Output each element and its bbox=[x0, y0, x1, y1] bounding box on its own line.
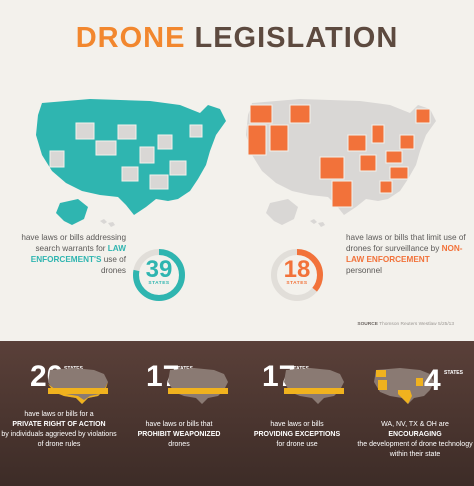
mini-us-map bbox=[370, 366, 440, 411]
source-note: SOURCE Thomson Reuters Westlaw 5/25/13 bbox=[357, 322, 454, 327]
alaska-shape bbox=[56, 199, 88, 225]
page-title: DRONE LEGISLATION bbox=[0, 22, 474, 55]
panel-text: WA, NV, TX & OH are ENCOURAGING the deve… bbox=[356, 420, 474, 460]
grey-state bbox=[117, 124, 137, 140]
source-value: Thomson Reuters Westlaw 5/25/13 bbox=[379, 322, 454, 327]
grey-state bbox=[75, 122, 95, 140]
panel-text: have laws or bills for a PRIVATE RIGHT O… bbox=[0, 410, 118, 450]
stat-highlight: NON-LAW ENFORCEMENT bbox=[346, 244, 463, 264]
panel-line2: the development of drone technology with… bbox=[357, 441, 473, 458]
grey-state bbox=[189, 124, 203, 138]
panel-bold: PROVIDING EXCEPTIONS bbox=[253, 431, 341, 438]
grey-state bbox=[121, 166, 139, 182]
grey-state bbox=[139, 146, 155, 164]
stat-text-after: use of drones bbox=[100, 255, 126, 275]
panel-encouraging: 4 STATES WA, NV, TX & OH are ENCOURAGING… bbox=[356, 362, 474, 482]
orange-state bbox=[289, 104, 311, 124]
panel-unit: STATES bbox=[444, 370, 463, 376]
panel-private-right-of-action: 20 STATES have laws or bills for a PRIVA… bbox=[0, 362, 118, 482]
orange-state bbox=[389, 166, 409, 180]
mini-us-map bbox=[164, 366, 234, 411]
hawaii-shape bbox=[310, 219, 325, 227]
panel-prohibit-weaponized: 17 STATES have laws or bills that PROHIB… bbox=[120, 362, 238, 482]
grey-state bbox=[95, 140, 117, 156]
orange-state bbox=[399, 134, 415, 150]
non-law-enforcement-ring: 18 STATES bbox=[270, 248, 324, 302]
stat-text-after: personnel bbox=[346, 266, 382, 275]
orange-state bbox=[385, 150, 403, 164]
ring-unit: STATES bbox=[286, 281, 308, 286]
panel-text: have laws or bills that PROHIBIT WEAPONI… bbox=[120, 420, 238, 450]
orange-state bbox=[269, 124, 289, 152]
orange-state bbox=[249, 104, 273, 124]
orange-state bbox=[247, 124, 267, 156]
orange-state bbox=[331, 180, 353, 208]
panel-line2: drones bbox=[168, 441, 190, 448]
ring-unit: STATES bbox=[148, 281, 170, 286]
ring-number: 39 bbox=[145, 256, 173, 283]
panel-bold: PRIVATE RIGHT OF ACTION bbox=[12, 421, 106, 428]
stat-text-before: have laws or bills addressing search war… bbox=[21, 233, 126, 253]
title-part-drone: DRONE bbox=[75, 22, 186, 54]
mini-us-map bbox=[280, 366, 350, 411]
grey-state bbox=[149, 174, 169, 190]
panel-text: have laws or bills PROVIDING EXCEPTIONS … bbox=[238, 420, 356, 450]
panel-line1: have laws or bills bbox=[270, 421, 324, 428]
non-law-enforcement-stat-text: have laws or bills that limit use of dro… bbox=[346, 232, 466, 276]
orange-state bbox=[379, 180, 393, 194]
orange-state bbox=[347, 134, 367, 152]
grey-state bbox=[157, 134, 173, 150]
ring-progress bbox=[271, 249, 323, 301]
orange-state bbox=[319, 156, 345, 180]
law-enforcement-ring: 39 STATES bbox=[132, 248, 186, 302]
panel-line2: for drone use bbox=[276, 441, 318, 448]
source-label: SOURCE bbox=[357, 322, 378, 327]
law-enforcement-map bbox=[30, 95, 240, 230]
grey-state bbox=[49, 150, 65, 168]
bottom-section bbox=[0, 341, 474, 486]
panel-providing-exceptions: 17 STATES have laws or bills PROVIDING E… bbox=[238, 362, 356, 482]
stat-highlight: LAW ENFORCEMENT'S bbox=[30, 244, 126, 264]
panel-number: 4 bbox=[424, 364, 441, 397]
panel-bold: PROHIBIT WEAPONIZED bbox=[137, 431, 221, 438]
panel-line1: have laws or bills that bbox=[145, 421, 213, 428]
alaska-shape bbox=[266, 199, 298, 225]
ring-number: 18 bbox=[283, 256, 311, 283]
orange-state bbox=[371, 124, 385, 144]
orange-state bbox=[359, 154, 377, 172]
orange-state bbox=[415, 108, 431, 124]
hawaii-shape bbox=[100, 219, 115, 227]
grey-state bbox=[169, 160, 187, 176]
ring-progress bbox=[133, 249, 185, 301]
mini-us-map bbox=[44, 366, 114, 411]
panel-line1: WA, NV, TX & OH are bbox=[381, 421, 449, 428]
stat-text-before: have laws or bills that limit use of dro… bbox=[346, 233, 466, 253]
panel-line2: by individuals aggrieved by violations o… bbox=[1, 431, 117, 448]
panel-bold: ENCOURAGING bbox=[388, 431, 442, 438]
panel-line1: have laws or bills for a bbox=[24, 411, 94, 418]
law-enforcement-stat-text: have laws or bills addressing search war… bbox=[6, 232, 126, 276]
title-part-legislation: LEGISLATION bbox=[194, 22, 399, 54]
non-law-enforcement-map bbox=[240, 95, 450, 230]
